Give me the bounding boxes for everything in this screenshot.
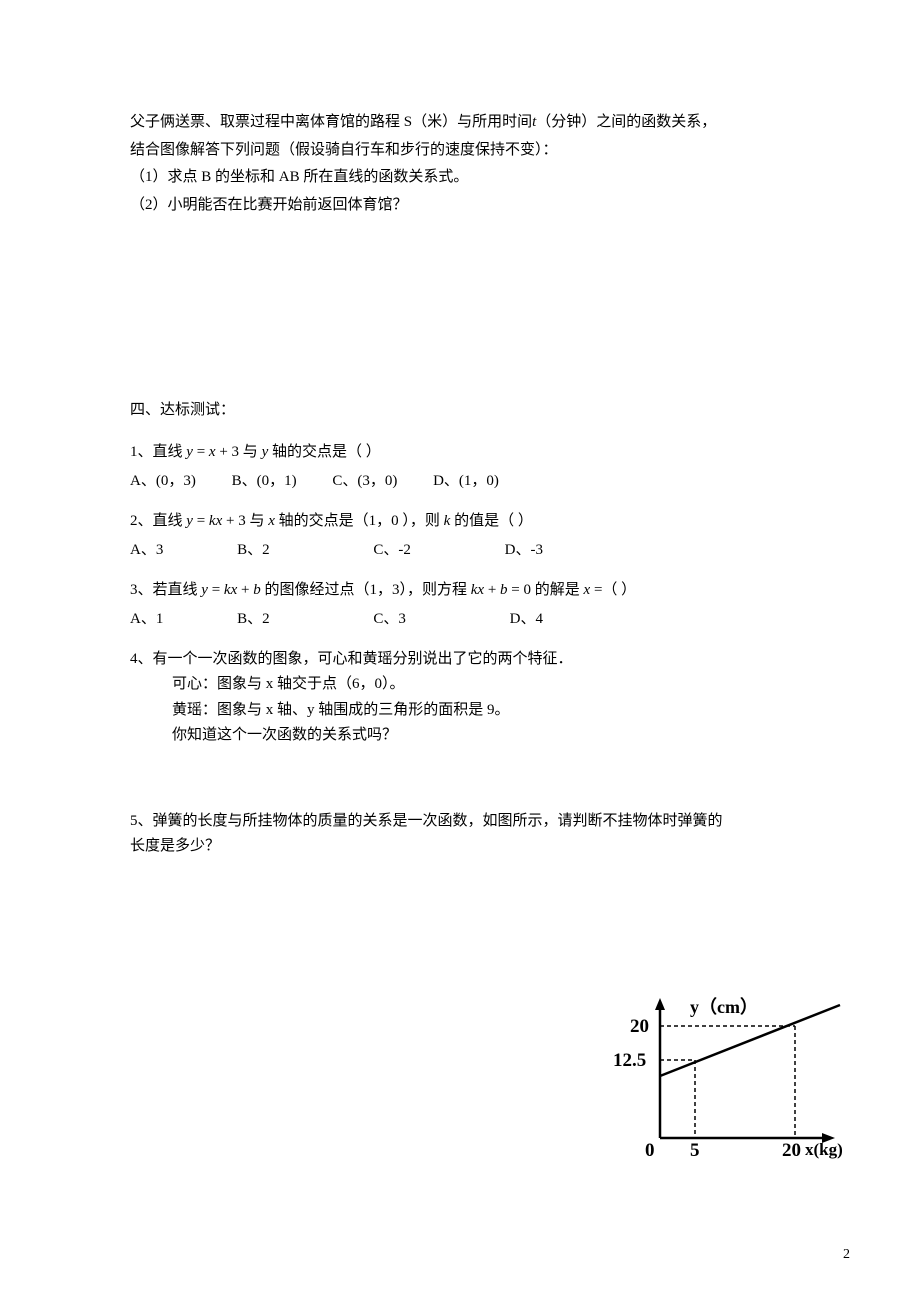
page-number: 2 (843, 1243, 850, 1267)
question-4: 4、有一个一次函数的图象，可心和黄瑶分别说出了它的两个特征． 可心：图象与 x … (130, 647, 790, 749)
q2-options: A、3 B、2 C、-2 D、-3 (130, 538, 790, 564)
q1-eq: = (193, 444, 209, 460)
q2-optA: A、3 (130, 538, 163, 564)
q3-eq2: = (590, 582, 602, 598)
q3-optB: B、2 (237, 607, 270, 633)
q4-line3: 黄瑶：图象与 x 轴、y 轴围成的三角形的面积是 9。 (130, 698, 790, 724)
q1-suffix: 轴的交点是（ ） (268, 444, 381, 460)
origin-label: 0 (645, 1140, 655, 1161)
q2-prefix: 2、直线 (130, 513, 186, 529)
q1-mid: 与 (239, 444, 262, 460)
q3-eq: = (208, 582, 224, 598)
q3-k: k (224, 582, 231, 598)
q3-mid1: 的图像经过点（1，3），则方程 (261, 582, 471, 598)
q3-mid2: 的解是 (531, 582, 584, 598)
q3-eq0: = 0 (508, 582, 531, 598)
q2-mid2: 轴的交点是（1，0 ），则 (275, 513, 444, 529)
q3-plus2: + (484, 582, 500, 598)
q2-eq: = (193, 513, 209, 529)
q2-suffix: 的值是（ ） (450, 513, 533, 529)
q3-prefix: 3、若直线 (130, 582, 201, 598)
q3-optA: A、1 (130, 607, 163, 633)
q3-plus: + (237, 582, 253, 598)
q2-k: k (209, 513, 216, 529)
x-tick-20: 20 (782, 1140, 801, 1161)
q2-optD: D、-3 (505, 538, 543, 564)
q1-optA: A、(0，3) (130, 469, 196, 495)
question-2: 2、直线 y = kx + 3 与 x 轴的交点是（1，0 ），则 k 的值是（… (130, 509, 790, 535)
intro-sub1: （1）求点 B 的坐标和 AB 所在直线的函数关系式。 (130, 165, 790, 191)
q3-b2: b (500, 582, 508, 598)
intro-line2: 结合图像解答下列问题（假设骑自行车和步行的速度保持不变）： (130, 138, 790, 164)
question-5: 5、弹簧的长度与所挂物体的质量的关系是一次函数，如图所示，请判断不挂物体时弹簧的… (130, 809, 790, 860)
q5-line1: 5、弹簧的长度与所挂物体的质量的关系是一次函数，如图所示，请判断不挂物体时弹簧的 (130, 809, 790, 835)
q1-options: A、(0，3) B、(0，1) C、(3，0) D、(1，0) (130, 469, 790, 495)
q1-y: y (186, 444, 193, 460)
question-3: 3、若直线 y = kx + b 的图像经过点（1，3），则方程 kx + b … (130, 578, 790, 604)
q1-optB: B、(0，1) (232, 469, 297, 495)
intro-line1b: （分钟）之间的函数关系， (536, 114, 716, 130)
q3-optD: D、4 (510, 607, 543, 633)
q3-options: A、1 B、2 C、3 D、4 (130, 607, 790, 633)
q2-optC: C、-2 (373, 538, 411, 564)
q3-suffix: （ ） (602, 582, 636, 598)
intro-line1a: 父子俩送票、取票过程中离体育馆的路程 S（米）与所用时间 (130, 114, 532, 130)
q1-x: x (209, 444, 216, 460)
q4-line4: 你知道这个一次函数的关系式吗？ (130, 723, 790, 749)
q2-plus3: + 3 (222, 513, 245, 529)
q1-optC: C、(3，0) (332, 469, 397, 495)
q2-optB: B、2 (237, 538, 270, 564)
y-tick-12-5: 12.5 (613, 1050, 646, 1071)
chart-x-label: x(kg) (805, 1136, 843, 1165)
y-arrow-icon (655, 998, 665, 1010)
q3-b: b (253, 582, 261, 598)
intro-sub2: （2）小明能否在比赛开始前返回体育馆？ (130, 193, 790, 219)
q2-y: y (186, 513, 193, 529)
q1-plus3: + 3 (216, 444, 239, 460)
q2-x2: x (268, 513, 275, 529)
q2-mid1: 与 (246, 513, 269, 529)
q1-prefix: 1、直线 (130, 444, 186, 460)
section4-title: 四、达标测试： (130, 398, 790, 424)
q3-y: y (201, 582, 208, 598)
y-tick-20: 20 (630, 1016, 649, 1037)
spring-chart: y（cm） x(kg) 20 12.5 0 5 20 (600, 998, 860, 1188)
q3-optC: C、3 (373, 607, 406, 633)
x-tick-5: 5 (690, 1140, 700, 1161)
q5-line2: 长度是多少？ (130, 834, 790, 860)
intro-line1: 父子俩送票、取票过程中离体育馆的路程 S（米）与所用时间t（分钟）之间的函数关系… (130, 110, 790, 136)
q4-line2: 可心：图象与 x 轴交于点（6，0）。 (130, 672, 790, 698)
chart-y-label: y（cm） (690, 992, 758, 1023)
q1-optD: D、(1，0) (433, 469, 499, 495)
question-1: 1、直线 y = x + 3 与 y 轴的交点是（ ） (130, 440, 790, 466)
q4-line1: 4、有一个一次函数的图象，可心和黄瑶分别说出了它的两个特征． (130, 647, 790, 673)
